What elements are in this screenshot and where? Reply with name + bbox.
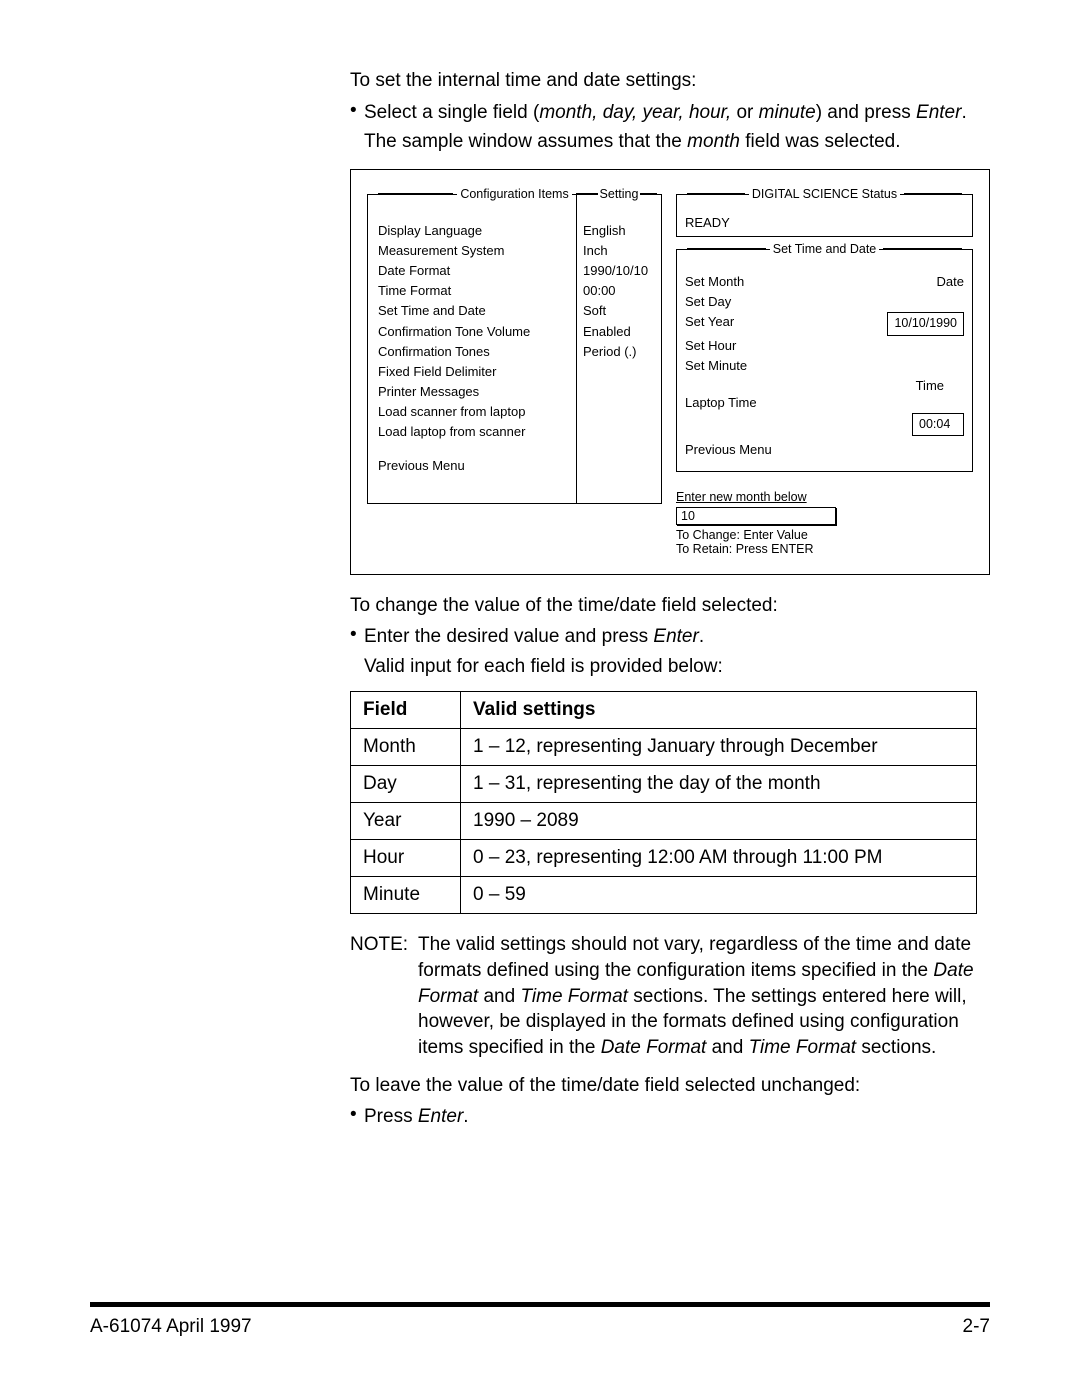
valid-settings-table: FieldValid settings Month1 – 12, represe… (350, 691, 977, 914)
sample-text: The sample window assumes that the month… (364, 129, 990, 155)
status-panel: DIGITAL SCIENCE Status READY (676, 194, 973, 237)
cfg-item: Measurement System (378, 241, 570, 261)
td-field: Hour (351, 840, 461, 877)
td-valid: 1990 – 2089 (461, 803, 977, 840)
b1-dot: . (961, 102, 966, 123)
setting-val: 00:00 (583, 281, 655, 301)
leave-text: To leave the value of the time/date fiel… (350, 1073, 990, 1099)
td-valid: 1 – 12, representing January through Dec… (461, 729, 977, 766)
th-valid: Valid settings (461, 692, 977, 729)
cfg-item: Display Language (378, 221, 570, 241)
config-title: Configuration Items (457, 187, 571, 201)
b1-post: ) and press (816, 102, 916, 123)
cfg-item: Set Time and Date (378, 301, 570, 321)
sample-post: field was selected. (740, 131, 901, 152)
set-day: Set Day (685, 292, 731, 312)
set-month: Set Month (685, 272, 744, 292)
td-field: Year (351, 803, 461, 840)
setting-subpanel: Setting English Inch 1990/10/10 00:00 So… (576, 195, 661, 503)
b1-pre: Select a single field ( (364, 102, 539, 123)
cfg-item: Date Format (378, 261, 570, 281)
prompt-input: 10 (676, 507, 836, 525)
settime-title: Set Time and Date (770, 242, 880, 256)
page-footer: A-61074 April 1997 2-7 (90, 1316, 990, 1338)
set-minute: Set Minute (685, 356, 747, 376)
note-i3: Date Format (601, 1037, 707, 1058)
b2-pre: Enter the desired value and press (364, 626, 653, 647)
bullet-icon: • (350, 1104, 364, 1130)
setting-title: Setting (598, 187, 641, 201)
td-valid: 0 – 59 (461, 877, 977, 914)
cfg-item: Time Format (378, 281, 570, 301)
bullet-icon: • (350, 100, 364, 126)
b1-or: or (731, 102, 758, 123)
b3-enter: Enter (418, 1106, 463, 1127)
time-label: Time (685, 378, 964, 393)
status-ready: READY (685, 215, 964, 230)
td-field: Day (351, 766, 461, 803)
set-hour: Set Hour (685, 336, 736, 356)
sample-month: month (687, 131, 740, 152)
prompt-retain: To Retain: Press ENTER (676, 542, 973, 556)
cfg-item: Confirmation Tones (378, 342, 570, 362)
b1-minute: minute (759, 102, 816, 123)
th-field: Field (351, 692, 461, 729)
setting-val: English (583, 221, 655, 241)
td-field: Minute (351, 877, 461, 914)
b3-pre: Press (364, 1106, 418, 1127)
footer-left: A-61074 April 1997 (90, 1316, 252, 1338)
config-panel: Configuration Items Display Language Mea… (367, 194, 662, 504)
sample-pre: The sample window assumes that the (364, 131, 687, 152)
td-valid: 1 – 31, representing the day of the mont… (461, 766, 977, 803)
td-valid: 0 – 23, representing 12:00 AM through 11… (461, 840, 977, 877)
bullet-icon: • (350, 624, 364, 650)
b1-fields: month, day, year, hour, (539, 102, 731, 123)
prompt-change: To Change: Enter Value (676, 528, 973, 542)
date-value: 10/10/1990 (887, 312, 964, 335)
valid-intro: Valid input for each field is provided b… (364, 654, 990, 680)
set-year: Set Year (685, 312, 734, 335)
setting-val: 1990/10/10 (583, 261, 655, 281)
note-i2: Time Format (520, 986, 628, 1007)
cfg-item: Confirmation Tone Volume (378, 322, 570, 342)
td-field: Month (351, 729, 461, 766)
note-pre: The valid settings should not vary, rega… (418, 934, 971, 981)
status-title: DIGITAL SCIENCE Status (749, 187, 900, 201)
b3-dot: . (463, 1106, 468, 1127)
config-items-list: Display Language Measurement System Date… (378, 221, 570, 493)
note-post: sections. (856, 1037, 936, 1058)
b2-enter: Enter (653, 626, 698, 647)
setting-val: Enabled (583, 322, 655, 342)
note-and1: and (478, 986, 520, 1007)
footer-right: 2-7 (963, 1316, 990, 1338)
laptop-time: Laptop Time (685, 393, 757, 413)
setting-val: Period (.) (583, 342, 655, 362)
settime-panel: Set Time and Date Set MonthDate Set Day … (676, 249, 973, 472)
cfg-prev: Previous Menu (378, 456, 570, 476)
post-diagram-text: To change the value of the time/date fie… (350, 593, 990, 619)
date-label: Date (937, 272, 964, 292)
config-diagram: Configuration Items Display Language Mea… (350, 169, 990, 575)
note-label: NOTE: (350, 932, 418, 1060)
setting-val: Inch (583, 241, 655, 261)
intro-text: To set the internal time and date settin… (350, 68, 990, 94)
footer-rule (90, 1302, 990, 1307)
prompt-block: Enter new month below 10 To Change: Ente… (676, 490, 973, 556)
cfg-item: Load scanner from laptop (378, 402, 570, 422)
bullet-2: • Enter the desired value and press Ente… (350, 624, 990, 650)
b1-enter: Enter (916, 102, 961, 123)
prompt-underline: Enter new month below (676, 490, 973, 504)
note-block: NOTE: The valid settings should not vary… (350, 932, 990, 1060)
cfg-item: Fixed Field Delimiter (378, 362, 570, 382)
b2-dot: . (699, 626, 704, 647)
bullet-3: • Press Enter. (350, 1104, 990, 1130)
cfg-item: Load laptop from scanner (378, 422, 570, 442)
bullet-1: • Select a single field (month, day, yea… (350, 100, 990, 126)
setting-val: Soft (583, 301, 655, 321)
note-and2: and (706, 1037, 748, 1058)
cfg-item: Printer Messages (378, 382, 570, 402)
time-value: 00:04 (912, 413, 964, 436)
note-i4: Time Format (749, 1037, 857, 1058)
prev-menu: Previous Menu (685, 440, 772, 460)
